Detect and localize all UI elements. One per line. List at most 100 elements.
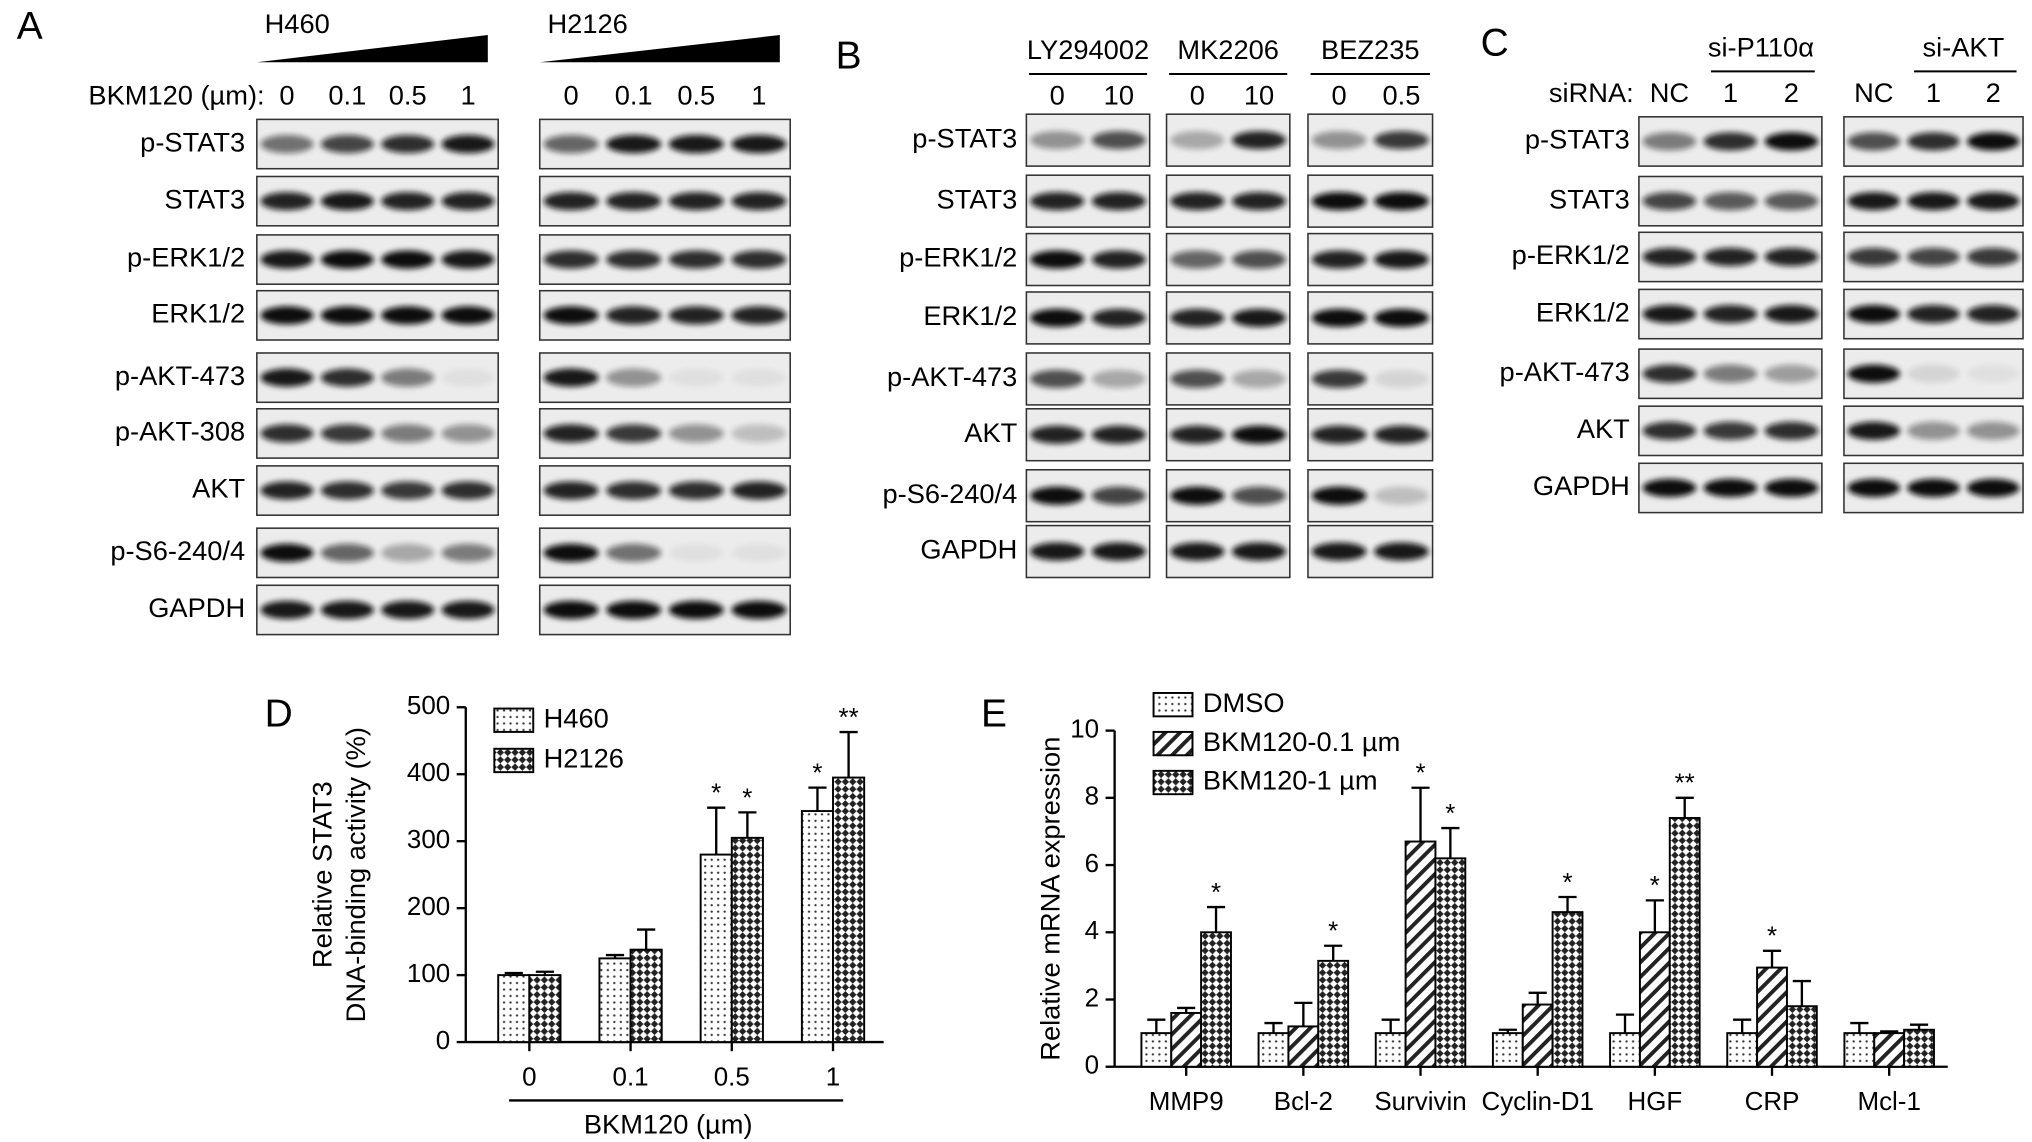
blot-band: [543, 600, 599, 620]
legend-label: H2126: [544, 743, 624, 774]
bar: [1726, 1032, 1759, 1068]
legend-label: H460: [544, 702, 609, 733]
bar: [1638, 931, 1671, 1068]
legend-swatch: [1152, 730, 1194, 757]
blot-band: [731, 600, 787, 620]
lane-label: 1: [1926, 77, 1941, 108]
blot-band: [543, 481, 599, 500]
blot-band: [1231, 425, 1287, 444]
blot-band: [1907, 478, 1960, 498]
blot-band: [441, 368, 495, 387]
lane-label: 0: [563, 80, 578, 111]
blot-band: [260, 306, 314, 325]
blot-band: [668, 600, 724, 620]
significance-mark: *: [1650, 872, 1660, 900]
blot-band: [606, 600, 662, 620]
row-label: p-ERK1/2: [127, 242, 245, 273]
blot-band: [1966, 421, 2020, 440]
row-label: AKT: [192, 473, 245, 504]
y-tick-label: 2: [1085, 984, 1099, 1012]
bar: [497, 974, 531, 1044]
lane-label: 0.1: [328, 80, 366, 111]
panel-label: A: [17, 5, 43, 48]
lane-label: 0: [1050, 80, 1065, 111]
row-label: p-AKT-473: [115, 360, 245, 391]
bar: [1785, 1005, 1818, 1068]
row-label: p-STAT3: [140, 126, 245, 157]
row-label: GAPDH: [1533, 470, 1630, 501]
blot-band: [1764, 304, 1819, 324]
panel-label: E: [981, 693, 1007, 736]
legend-label: BKM120-0.1 µm: [1203, 726, 1400, 757]
treatment-label: siRNA:: [1549, 77, 1634, 108]
blot-band: [1966, 364, 2020, 383]
lane-label: 10: [1244, 80, 1274, 111]
blot-band: [1847, 132, 1901, 151]
y-tick-label: 6: [1085, 850, 1099, 878]
blot-band: [320, 424, 374, 443]
blot-band: [1091, 250, 1146, 269]
y-tick-label: 0: [1085, 1052, 1099, 1080]
blot-band: [1311, 192, 1367, 211]
row-label: p-S6-240/4: [882, 478, 1017, 509]
blot-band: [260, 134, 314, 154]
blot-band: [260, 600, 314, 620]
y-tick-label: 0: [436, 1027, 450, 1055]
group-name: H460: [265, 8, 330, 39]
blot-band: [260, 192, 314, 211]
blot-band: [543, 306, 599, 325]
blot-band: [381, 481, 435, 500]
legend-swatch: [493, 707, 535, 733]
blot-band: [1907, 304, 1960, 324]
blot-band: [731, 368, 787, 387]
blot-band: [381, 424, 435, 443]
blot-band: [1030, 369, 1085, 389]
blot-band: [606, 543, 662, 562]
blot-band: [606, 192, 662, 211]
lane-label: 0.1: [615, 80, 653, 111]
blot-band: [1764, 192, 1819, 211]
blot-band: [543, 134, 599, 154]
blot-band: [320, 134, 374, 154]
blot-band: [606, 250, 662, 269]
blot-band: [731, 424, 787, 443]
blot-band: [381, 192, 435, 211]
blot-band: [1642, 247, 1697, 267]
y-tick-label: 300: [407, 826, 450, 854]
blot-band: [1374, 369, 1429, 389]
blot-band: [1374, 308, 1429, 328]
blot-band: [543, 543, 599, 562]
bar: [1668, 817, 1701, 1068]
y-tick-label: 500: [407, 692, 450, 720]
blot-band: [1642, 304, 1697, 324]
blot-band: [1311, 308, 1367, 328]
lane-label: NC: [1854, 77, 1893, 108]
blot-band: [1231, 486, 1287, 505]
lane-label: 10: [1104, 80, 1134, 111]
group-name: BEZ235: [1321, 34, 1419, 65]
row-label: AKT: [964, 417, 1017, 448]
blot-band: [320, 543, 374, 562]
blot-band: [381, 368, 435, 387]
blot-band: [1311, 425, 1367, 444]
blot-band: [1847, 421, 1901, 440]
blot-band: [1170, 308, 1225, 328]
blot-band: [1091, 425, 1146, 444]
bar: [1756, 966, 1788, 1068]
y-tick-label: 10: [1070, 715, 1099, 743]
blot-band: [1311, 250, 1367, 269]
row-label: p-AKT-473: [887, 361, 1017, 392]
significance-mark: *: [1328, 918, 1338, 946]
blot-band: [668, 543, 724, 562]
blot-band: [1703, 421, 1758, 440]
significance-mark: *: [1562, 869, 1572, 897]
blot-band: [1907, 132, 1960, 151]
blot-band: [1311, 369, 1367, 389]
blot-band: [1030, 192, 1085, 211]
group-name: si-AKT: [1922, 32, 2004, 63]
bar: [1843, 1032, 1876, 1068]
bar: [1287, 1025, 1320, 1068]
significance-mark: *: [1415, 760, 1425, 788]
significance-mark: **: [838, 704, 858, 732]
row-label: p-AKT-473: [1500, 356, 1630, 387]
